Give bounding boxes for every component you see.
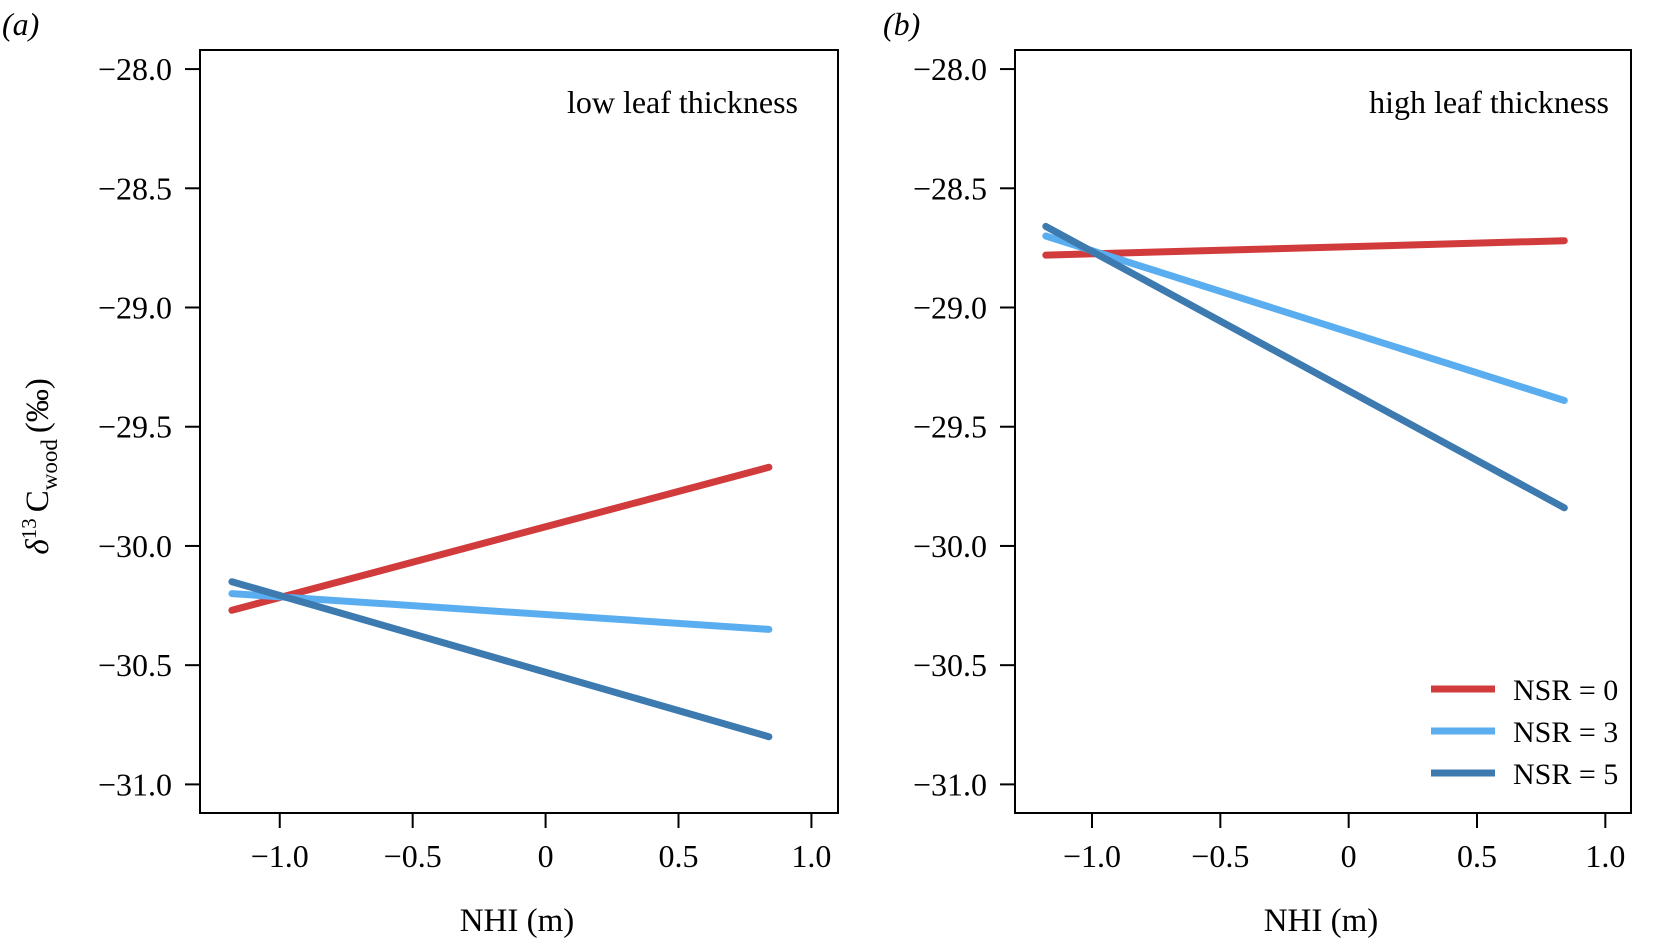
panel-a-series-line-nsr-5 — [228, 578, 773, 741]
legend: NSR = 0 NSR = 3 NSR = 5 — [1431, 674, 1618, 791]
y-axis-label-main: C — [20, 490, 56, 512]
panel-b-x-tick-label: −1.0 — [1063, 838, 1121, 874]
panel-b-x-tick-label: 1.0 — [1585, 838, 1625, 874]
y-axis-label-superscript: 13 — [17, 518, 41, 539]
panel-b-y-tick-label: −28.0 — [913, 51, 987, 87]
y-axis-label-prefix: δ — [20, 539, 56, 555]
panel-a-plot-frame — [199, 49, 839, 814]
panel-a-y-tick-label: −29.5 — [98, 409, 172, 445]
panel-b-x-axis-label: NHI (m) — [1264, 903, 1379, 939]
panel-a-y-tick-label: −30.5 — [98, 647, 172, 683]
panel-b-plot-frame — [1014, 49, 1632, 814]
panel-a-y-tick-label: −31.0 — [98, 766, 172, 802]
panel-a-x-tick-label: −1.0 — [251, 838, 309, 874]
panel-b-x-tick-label: 0.5 — [1457, 838, 1497, 874]
legend-label: NSR = 0 — [1513, 674, 1618, 707]
legend-label: NSR = 3 — [1513, 716, 1618, 749]
panel-a-y-tick-label: −28.0 — [98, 51, 172, 87]
panel-b-y-tick-label: −28.5 — [913, 170, 987, 206]
panel-b-series-line-nsr-5 — [1042, 222, 1568, 512]
panel-a-series-line-nsr-3 — [228, 590, 773, 633]
panel-b: −28.0 −28.5 −29.0 −29.5 −30.0 −30.5 −31.0 −1.0 −… — [883, 6, 1632, 939]
panel-b-series-line-nsr-0 — [1042, 237, 1568, 259]
panel-a-y-tick-label: −28.5 — [98, 170, 172, 206]
y-axis-label-subscript: wood — [37, 439, 62, 491]
panel-a-x-tick-label: −0.5 — [384, 838, 442, 874]
panel-a-annotation: low leaf thickness — [567, 84, 798, 120]
panel-a-y-tick-label: −30.0 — [98, 528, 172, 564]
panel-a-x-tick-label: 0.5 — [659, 838, 699, 874]
panel-a-y-tick-label: −29.0 — [98, 290, 172, 326]
panel-b-annotation: high leaf thickness — [1369, 84, 1609, 120]
panel-a: −28.0 −28.5 −29.0 −29.5 −30.0 −30.5 −31.0 −1.0 −… — [2, 6, 839, 939]
panel-b-y-tick-label: −29.5 — [913, 409, 987, 445]
panel-b-y-tick-label: −30.0 — [913, 528, 987, 564]
panel-b-y-tick-label: −30.5 — [913, 647, 987, 683]
panel-b-series-line-nsr-3 — [1042, 232, 1568, 404]
panel-a-x-tick-label: 1.0 — [791, 838, 831, 874]
panel-a-x-axis-label: NHI (m) — [460, 903, 575, 939]
panel-a-series-line-nsr-0 — [228, 463, 773, 614]
legend-label: NSR = 5 — [1513, 758, 1618, 791]
panel-b-x-tick-label: −0.5 — [1191, 838, 1249, 874]
panel-b-y-tick-label: −31.0 — [913, 766, 987, 802]
panel-a-label: (a) — [2, 6, 39, 42]
y-axis-label: δ13 Cwood (‰) — [17, 378, 62, 554]
panel-b-y-tick-label: −29.0 — [913, 290, 987, 326]
panel-b-x-tick-label: 0 — [1341, 838, 1357, 874]
y-axis-label-suffix: (‰) — [20, 378, 56, 433]
panel-b-label: (b) — [883, 6, 920, 42]
panel-a-x-tick-label: 0 — [538, 838, 554, 874]
